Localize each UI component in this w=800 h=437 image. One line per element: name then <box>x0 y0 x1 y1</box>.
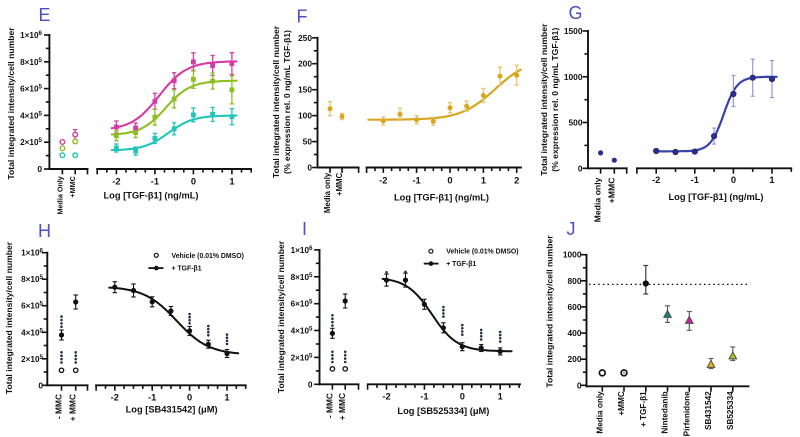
svg-text:150: 150 <box>298 85 312 95</box>
svg-text:0: 0 <box>191 177 196 187</box>
svg-text:0: 0 <box>37 164 42 174</box>
svg-text:800: 800 <box>568 276 582 286</box>
svg-text:Media only: Media only <box>323 172 332 213</box>
svg-text:Log [TGF-β1] (ng/mL): Log [TGF-β1] (ng/mL) <box>394 192 489 202</box>
svg-text:- MMC: - MMC <box>324 393 334 418</box>
svg-text:0: 0 <box>447 176 452 186</box>
svg-text:SB525334: SB525334 <box>726 391 735 430</box>
svg-text:6×105: 6×105 <box>20 84 42 94</box>
svg-text:2: 2 <box>514 176 519 186</box>
svg-text:Total integrated intensity/cel: Total integrated intensity/cell number <box>6 27 16 180</box>
svg-text:(% expression rel. 0 ng/mL TGF: (% expression rel. 0 ng/mL TGF-β1) <box>550 28 560 172</box>
svg-text:4×105: 4×105 <box>21 327 43 337</box>
svg-text:+ TGF-β1: + TGF-β1 <box>172 265 202 272</box>
svg-text:Total integrated intensity/cel: Total integrated intensity/cell number <box>271 25 281 178</box>
svg-text:6×105: 6×105 <box>291 299 313 309</box>
svg-text:1000: 1000 <box>563 250 582 260</box>
svg-text:-1: -1 <box>691 175 699 185</box>
svg-text:Nintedanib: Nintedanib <box>661 391 670 433</box>
svg-text:+ TGF-β1: + TGF-β1 <box>446 261 476 268</box>
svg-text:50: 50 <box>303 137 313 147</box>
svg-text:0: 0 <box>308 379 313 389</box>
svg-text:0: 0 <box>577 380 582 390</box>
svg-text:+MMC: +MMC <box>335 172 344 196</box>
svg-text:8×105: 8×105 <box>20 57 42 67</box>
svg-text:0: 0 <box>187 393 192 403</box>
svg-text:4×105: 4×105 <box>20 110 42 120</box>
svg-text:1×106: 1×106 <box>21 248 43 258</box>
svg-text:1: 1 <box>769 175 774 185</box>
svg-text:J: J <box>567 219 576 239</box>
svg-text:F: F <box>297 7 308 27</box>
svg-text:Media only: Media only <box>595 391 604 434</box>
svg-text:Log [TGF-β1] (ng/mL): Log [TGF-β1] (ng/mL) <box>103 190 198 200</box>
svg-text:0: 0 <box>578 163 583 173</box>
svg-text:Vehicle (0.01% DMSO): Vehicle (0.01% DMSO) <box>446 249 518 256</box>
svg-text:Log [SB431542] (μM): Log [SB431542] (μM) <box>126 404 218 414</box>
svg-text:-1: -1 <box>148 393 156 403</box>
svg-text:1: 1 <box>224 393 229 403</box>
svg-text:G: G <box>568 3 582 23</box>
svg-text:0: 0 <box>460 392 465 402</box>
svg-text:250: 250 <box>298 33 312 43</box>
svg-text:200: 200 <box>298 59 312 69</box>
svg-text:+ MMC: + MMC <box>337 393 347 420</box>
svg-text:Total integrated intensity/cel: Total integrated intensity/cell number <box>276 240 286 393</box>
svg-text:Total integrated intensity/cel: Total integrated intensity/cell number <box>539 23 549 176</box>
svg-text:8×105: 8×105 <box>21 274 43 284</box>
svg-text:- MMC: - MMC <box>54 394 64 419</box>
svg-text:+ TGF-β1: + TGF-β1 <box>639 391 648 427</box>
svg-text:Total integrated intensity/cel: Total integrated intensity/cell number <box>4 241 14 394</box>
svg-text:200: 200 <box>568 354 582 364</box>
svg-text:100: 100 <box>298 111 312 121</box>
svg-text:+MMC: +MMC <box>617 391 626 415</box>
svg-text:500: 500 <box>569 118 583 128</box>
svg-text:H: H <box>38 221 51 241</box>
svg-text:-2: -2 <box>112 177 120 187</box>
svg-text:Total integrated intensity/cel: Total integrated intensity/cell number <box>545 235 555 388</box>
svg-text:6×105: 6×105 <box>21 301 43 311</box>
svg-text:8×105: 8×105 <box>291 272 313 282</box>
svg-text:1: 1 <box>481 176 486 186</box>
svg-text:600: 600 <box>568 302 582 312</box>
svg-text:Media only: Media only <box>593 177 603 222</box>
svg-text:0: 0 <box>731 175 736 185</box>
svg-text:-1: -1 <box>412 176 420 186</box>
svg-text:-1: -1 <box>420 392 428 402</box>
svg-text:400: 400 <box>568 328 582 338</box>
svg-text:1: 1 <box>498 392 503 402</box>
svg-text:0: 0 <box>38 380 43 390</box>
svg-text:(% expression rel. 0 ng/mL TGF: (% expression rel. 0 ng/mL TGF-β1) <box>282 30 292 174</box>
svg-text:-2: -2 <box>379 176 387 186</box>
svg-text:2×105: 2×105 <box>20 137 42 147</box>
svg-text:Log [SB525334] (μM): Log [SB525334] (μM) <box>397 406 489 416</box>
svg-text:+ MMC: + MMC <box>68 394 78 421</box>
svg-text:-2: -2 <box>382 392 390 402</box>
svg-text:I: I <box>302 219 307 239</box>
svg-text:-2: -2 <box>652 175 660 185</box>
svg-text:Pirfenidone: Pirfenidone <box>682 391 691 436</box>
svg-text:+MMC: +MMC <box>68 176 77 197</box>
svg-text:Log [TGF-β1] (ng/mL): Log [TGF-β1] (ng/mL) <box>668 192 763 202</box>
svg-text:Vehicle (0.01% DMSO): Vehicle (0.01% DMSO) <box>172 253 244 260</box>
svg-text:Media Only: Media Only <box>55 176 64 214</box>
svg-text:1×106: 1×106 <box>20 30 42 40</box>
svg-text:+MMC: +MMC <box>606 177 616 204</box>
svg-text:-1: -1 <box>151 177 159 187</box>
svg-text:2×105: 2×105 <box>21 354 43 364</box>
svg-text:E: E <box>38 5 50 25</box>
svg-text:1500: 1500 <box>564 26 583 36</box>
svg-text:1000: 1000 <box>564 72 583 82</box>
svg-text:1: 1 <box>229 177 234 187</box>
svg-text:0: 0 <box>307 163 312 173</box>
svg-text:1×106: 1×106 <box>291 245 313 255</box>
svg-text:4×105: 4×105 <box>291 326 313 336</box>
svg-text:-2: -2 <box>111 393 119 403</box>
svg-text:SB431542: SB431542 <box>704 391 713 430</box>
svg-text:2×105: 2×105 <box>291 352 313 362</box>
